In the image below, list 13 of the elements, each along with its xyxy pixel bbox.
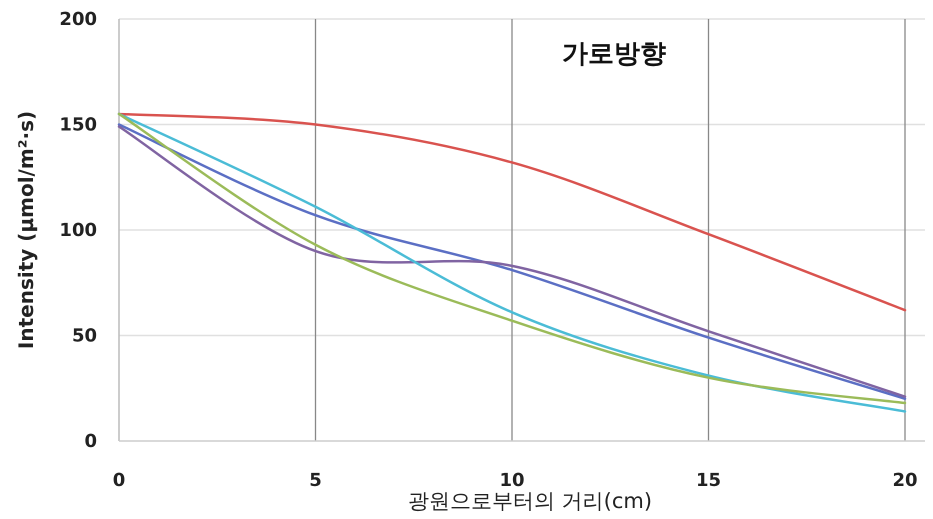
x-tick-label: 5	[309, 470, 322, 491]
y-axis-title: Intensity (μmol/m²·s)	[14, 110, 38, 350]
x-tick-label: 0	[112, 470, 126, 491]
y-tick-label: 100	[59, 220, 97, 241]
x-tick-label: 20	[892, 470, 918, 491]
y-tick-label: 50	[72, 326, 97, 346]
y-tick-label: 200	[59, 9, 97, 30]
y-tick-label: 150	[59, 114, 97, 136]
x-axis-title: 광원으로부터의 거리(cm)	[408, 489, 652, 513]
text: 가로방향	[562, 39, 666, 69]
x-tick-label: 15	[696, 470, 722, 491]
x-tick-label: 10	[499, 470, 525, 491]
y-tick-label: 0	[84, 431, 97, 452]
